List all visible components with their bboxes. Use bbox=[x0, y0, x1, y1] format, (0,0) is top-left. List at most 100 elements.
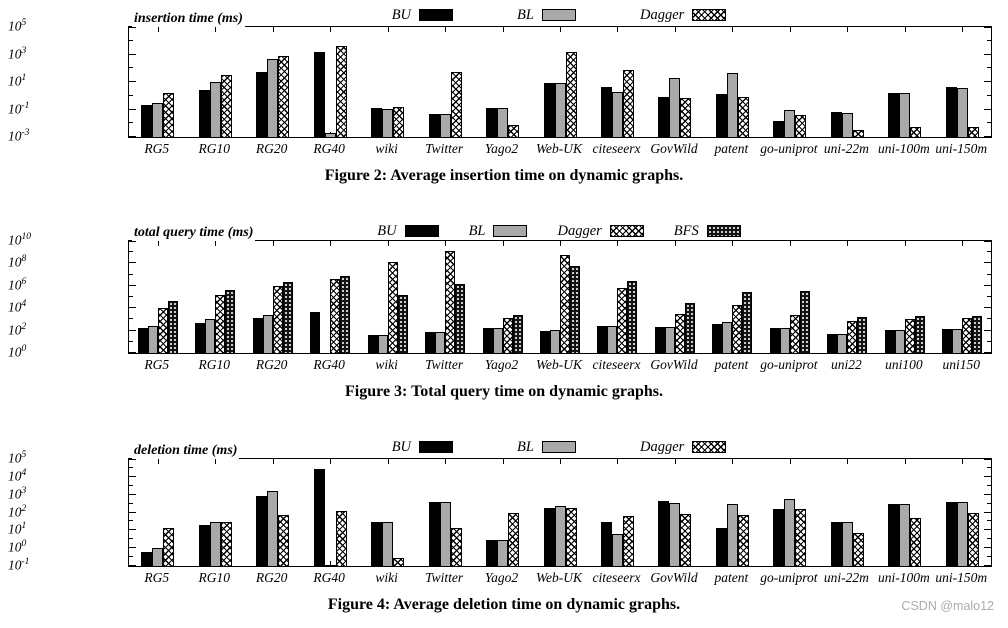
legend-label: Dagger bbox=[639, 438, 685, 455]
y-minor-tick bbox=[987, 273, 991, 275]
bar-bfs bbox=[627, 281, 638, 353]
x-tick bbox=[732, 27, 734, 32]
y-major-tick bbox=[984, 511, 991, 513]
category-label-go-uniprot: go-uniprot bbox=[760, 570, 818, 585]
category-label-Twitter: Twitter bbox=[425, 570, 464, 585]
bar-group-RG5 bbox=[129, 27, 186, 137]
bar-group-GovWild bbox=[646, 27, 703, 137]
legend-swatch-solid-black bbox=[419, 9, 454, 21]
x-tick bbox=[904, 241, 906, 246]
x-axis-labels-query: RG5 RG10 RG20 RG40 wiki Twitter Yago2 Web-UK cit… bbox=[128, 357, 990, 381]
y-tick-label: 104 bbox=[8, 299, 27, 315]
legend-swatch-solid-gray bbox=[541, 441, 576, 453]
y-tick-label: 108 bbox=[8, 254, 27, 270]
bar-bl bbox=[439, 113, 451, 137]
y-minor-tick bbox=[129, 520, 133, 522]
y-major-tick bbox=[984, 108, 991, 110]
x-tick bbox=[387, 459, 389, 464]
x-tick bbox=[962, 27, 964, 32]
y-tick-label: 106 bbox=[8, 276, 27, 293]
category-label-Web-UK: Web-UK bbox=[536, 357, 583, 372]
bar-group-RG40 bbox=[301, 241, 358, 353]
bar-bu bbox=[313, 51, 325, 137]
bar-bu bbox=[884, 330, 895, 353]
category-label-uni-100m: uni-100m bbox=[877, 570, 930, 585]
bar-bl bbox=[899, 503, 911, 566]
category-label-RG40: RG40 bbox=[313, 357, 345, 372]
bar-dagger bbox=[617, 288, 628, 353]
x-tick bbox=[445, 27, 447, 32]
bar-dagger bbox=[732, 304, 743, 353]
legend-item-dagger: Dagger bbox=[640, 7, 727, 24]
legend-swatch-crosshatch bbox=[692, 441, 727, 453]
y-major-tick bbox=[129, 53, 136, 55]
x-tick bbox=[847, 27, 849, 32]
bar-bl bbox=[722, 321, 733, 353]
y-major-tick bbox=[984, 547, 991, 549]
y-minor-tick bbox=[987, 122, 991, 124]
bar-bl bbox=[152, 548, 164, 566]
bar-bu bbox=[830, 111, 842, 137]
category-label-uni100: uni100 bbox=[885, 357, 923, 372]
bar-dagger bbox=[215, 294, 226, 353]
bar-dagger bbox=[560, 254, 571, 353]
category-label-uni-22m: uni-22m bbox=[823, 141, 869, 156]
y-minor-tick bbox=[129, 39, 133, 41]
y-minor-tick bbox=[129, 538, 133, 540]
bar-dagger bbox=[445, 250, 456, 353]
bar-dagger bbox=[335, 46, 347, 137]
y-major-tick bbox=[129, 459, 136, 460]
bar-dagger bbox=[565, 507, 577, 566]
x-tick bbox=[674, 27, 676, 32]
bar-group-uni-150m bbox=[934, 27, 991, 137]
bar-bl bbox=[664, 327, 675, 353]
y-minor-tick bbox=[129, 340, 133, 342]
x-tick bbox=[617, 459, 619, 464]
y-minor-tick bbox=[129, 466, 133, 468]
y-major-tick bbox=[129, 511, 136, 513]
x-tick bbox=[502, 241, 504, 246]
category-label-Twitter: Twitter bbox=[425, 141, 464, 156]
bar-bfs bbox=[225, 290, 236, 353]
bar-group-uni22 bbox=[819, 241, 876, 353]
legend-item-dagger: Dagger bbox=[557, 223, 644, 240]
y-major-tick bbox=[984, 241, 991, 242]
bar-group-GovWild bbox=[646, 459, 703, 566]
bar-group-go-uniprot bbox=[761, 241, 818, 353]
bar-group-RG10 bbox=[186, 27, 243, 137]
bar-bfs bbox=[742, 292, 753, 353]
bar-bl bbox=[669, 502, 681, 566]
bar-dagger bbox=[163, 527, 175, 566]
figure-3-caption: Figure 3: Total query time on dynamic gr… bbox=[345, 383, 663, 400]
bar-dagger bbox=[967, 512, 979, 566]
category-label-uni22: uni22 bbox=[830, 357, 862, 372]
bar-group-Web-UK bbox=[531, 27, 588, 137]
bar-dagger bbox=[157, 308, 168, 353]
y-tick-label: 10-1 bbox=[8, 100, 30, 116]
bar-dagger bbox=[680, 98, 692, 137]
bar-group-uni-22m bbox=[819, 27, 876, 137]
y-major-tick bbox=[129, 547, 136, 549]
y-minor-tick bbox=[987, 502, 991, 504]
y-minor-tick bbox=[987, 340, 991, 342]
legend-swatch-solid-black bbox=[404, 225, 439, 237]
bar-group-uni150 bbox=[934, 241, 991, 353]
category-label-wiki: wiki bbox=[375, 357, 398, 372]
bar-groups bbox=[129, 459, 991, 566]
figure-3-query-time-chart: BU BL Dagger BFS 1010 108 106 104 102 100 total … bbox=[0, 218, 1008, 432]
x-tick bbox=[502, 459, 504, 464]
bar-group-citeseerx bbox=[589, 27, 646, 137]
bar-group-uni-150m bbox=[934, 459, 991, 566]
x-tick bbox=[157, 241, 159, 246]
bar-bl bbox=[267, 491, 279, 566]
x-tick bbox=[674, 459, 676, 464]
bar-bl bbox=[435, 331, 446, 353]
legend-deletion: BU BL Dagger bbox=[128, 432, 990, 458]
bar-group-uni-100m bbox=[876, 459, 933, 566]
legend-swatch-dense-crosshatch bbox=[706, 225, 741, 237]
bar-group-GovWild bbox=[646, 241, 703, 353]
category-label-citeseerx: citeseerx bbox=[592, 357, 641, 372]
bar-group-wiki bbox=[359, 241, 416, 353]
y-major-tick bbox=[984, 475, 991, 477]
category-label-citeseerx: citeseerx bbox=[592, 141, 641, 156]
